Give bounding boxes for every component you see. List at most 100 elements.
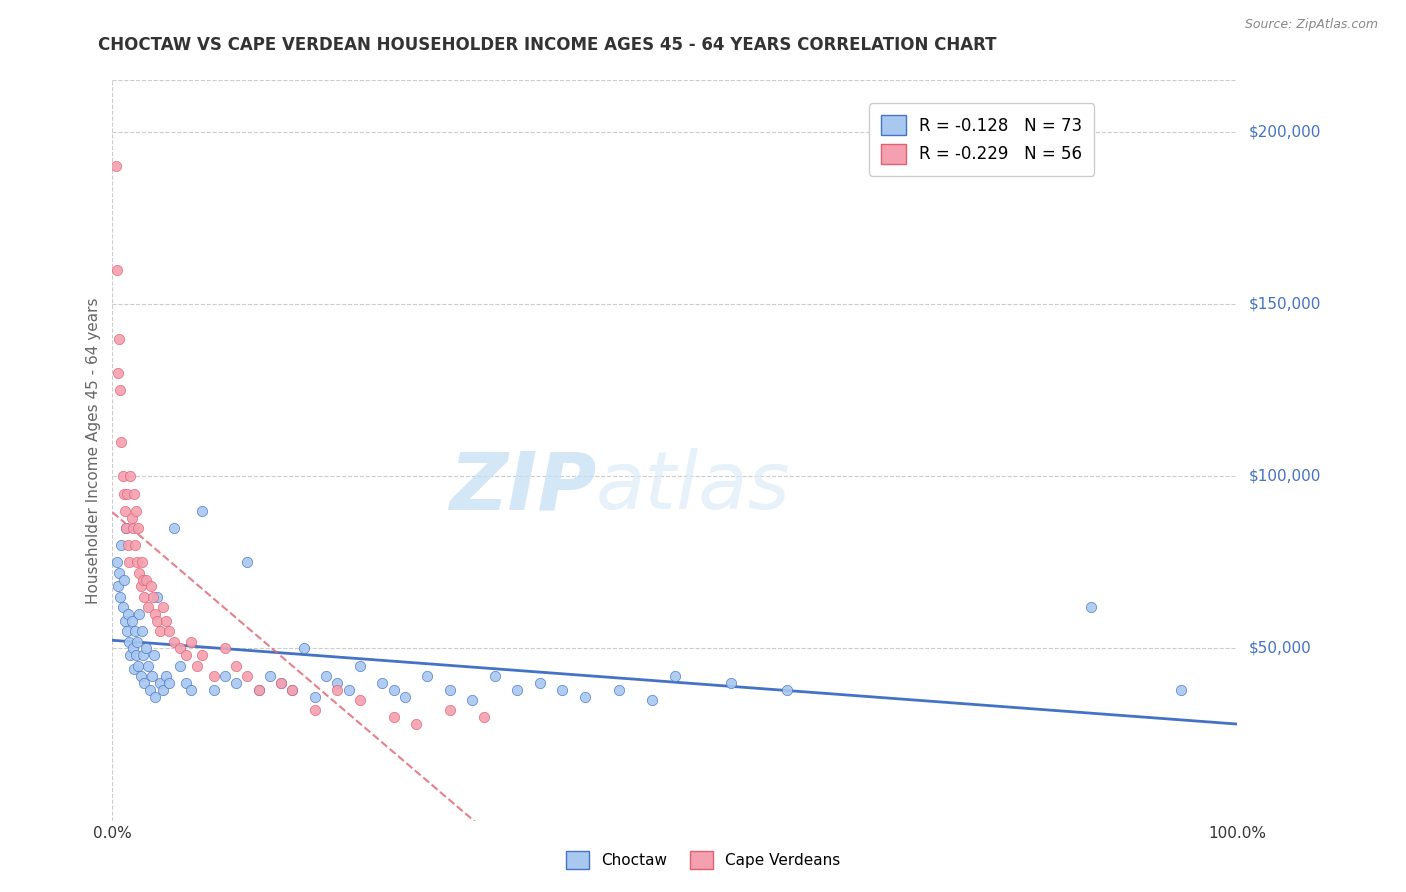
Point <box>180 634 202 648</box>
Point <box>337 682 360 697</box>
Point <box>124 538 146 552</box>
Point <box>202 669 225 683</box>
Point <box>776 682 799 697</box>
Point <box>349 693 371 707</box>
Point <box>574 690 596 704</box>
Text: $100,000: $100,000 <box>1249 469 1320 483</box>
Point <box>157 676 180 690</box>
Point <box>117 607 139 621</box>
Point <box>135 573 157 587</box>
Point <box>110 590 132 604</box>
Point <box>371 676 394 690</box>
Text: $150,000: $150,000 <box>1249 297 1320 311</box>
Point <box>152 682 174 697</box>
Point <box>125 504 148 518</box>
Point <box>125 648 148 663</box>
Point <box>664 669 686 683</box>
Point <box>129 579 152 593</box>
Point <box>122 486 145 500</box>
Point <box>472 710 495 724</box>
Point <box>186 658 208 673</box>
Point <box>105 555 128 569</box>
Point <box>461 693 484 707</box>
Point <box>439 703 461 717</box>
Point <box>247 682 270 697</box>
Point <box>135 641 157 656</box>
Point <box>720 676 742 690</box>
Text: atlas: atlas <box>596 449 792 526</box>
Point <box>117 538 139 552</box>
Point <box>112 486 135 500</box>
Point <box>115 624 138 639</box>
Point <box>529 676 551 690</box>
Point <box>149 624 172 639</box>
Point <box>115 521 138 535</box>
Point <box>143 607 166 621</box>
Point <box>138 658 160 673</box>
Point <box>382 682 405 697</box>
Point <box>128 607 150 621</box>
Point <box>127 634 149 648</box>
Point <box>304 690 326 704</box>
Point <box>118 555 141 569</box>
Point <box>124 624 146 639</box>
Text: ZIP: ZIP <box>449 449 596 526</box>
Point <box>180 682 202 697</box>
Point <box>484 669 506 683</box>
Point <box>607 682 630 697</box>
Point <box>169 641 191 656</box>
Point <box>138 682 160 697</box>
Point <box>114 614 136 628</box>
Point <box>127 521 149 535</box>
Point <box>107 366 129 380</box>
Point <box>439 682 461 697</box>
Point <box>111 469 134 483</box>
Point <box>236 669 259 683</box>
Point <box>214 641 236 656</box>
Point <box>191 648 214 663</box>
Point <box>128 566 150 580</box>
Point <box>110 538 132 552</box>
Point <box>104 160 127 174</box>
Point <box>127 555 149 569</box>
Point <box>120 469 142 483</box>
Point <box>326 682 349 697</box>
Point <box>121 510 143 524</box>
Point <box>129 669 152 683</box>
Point <box>131 555 153 569</box>
Text: Source: ZipAtlas.com: Source: ZipAtlas.com <box>1244 18 1378 31</box>
Point <box>157 624 180 639</box>
Point <box>382 710 405 724</box>
Point <box>163 634 186 648</box>
Point <box>155 614 177 628</box>
Point <box>304 703 326 717</box>
Point <box>110 383 132 397</box>
Point <box>120 648 142 663</box>
Point <box>132 590 155 604</box>
Point <box>394 690 416 704</box>
Legend: R = -0.128   N = 73, R = -0.229   N = 56: R = -0.128 N = 73, R = -0.229 N = 56 <box>869 103 1094 176</box>
Point <box>149 676 172 690</box>
Point <box>281 682 304 697</box>
Point <box>191 504 214 518</box>
Point <box>270 676 292 690</box>
Point <box>551 682 574 697</box>
Point <box>225 658 247 673</box>
Point <box>146 614 169 628</box>
Point <box>107 579 129 593</box>
Point <box>169 658 191 673</box>
Text: CHOCTAW VS CAPE VERDEAN HOUSEHOLDER INCOME AGES 45 - 64 YEARS CORRELATION CHART: CHOCTAW VS CAPE VERDEAN HOUSEHOLDER INCO… <box>98 36 997 54</box>
Point <box>225 676 247 690</box>
Point <box>506 682 529 697</box>
Point <box>202 682 225 697</box>
Point <box>259 669 281 683</box>
Point <box>174 648 197 663</box>
Text: $50,000: $50,000 <box>1249 641 1312 656</box>
Point <box>114 504 136 518</box>
Point <box>111 600 134 615</box>
Point <box>270 676 292 690</box>
Point <box>132 676 155 690</box>
Point <box>349 658 371 673</box>
Point <box>138 600 160 615</box>
Point <box>142 590 165 604</box>
